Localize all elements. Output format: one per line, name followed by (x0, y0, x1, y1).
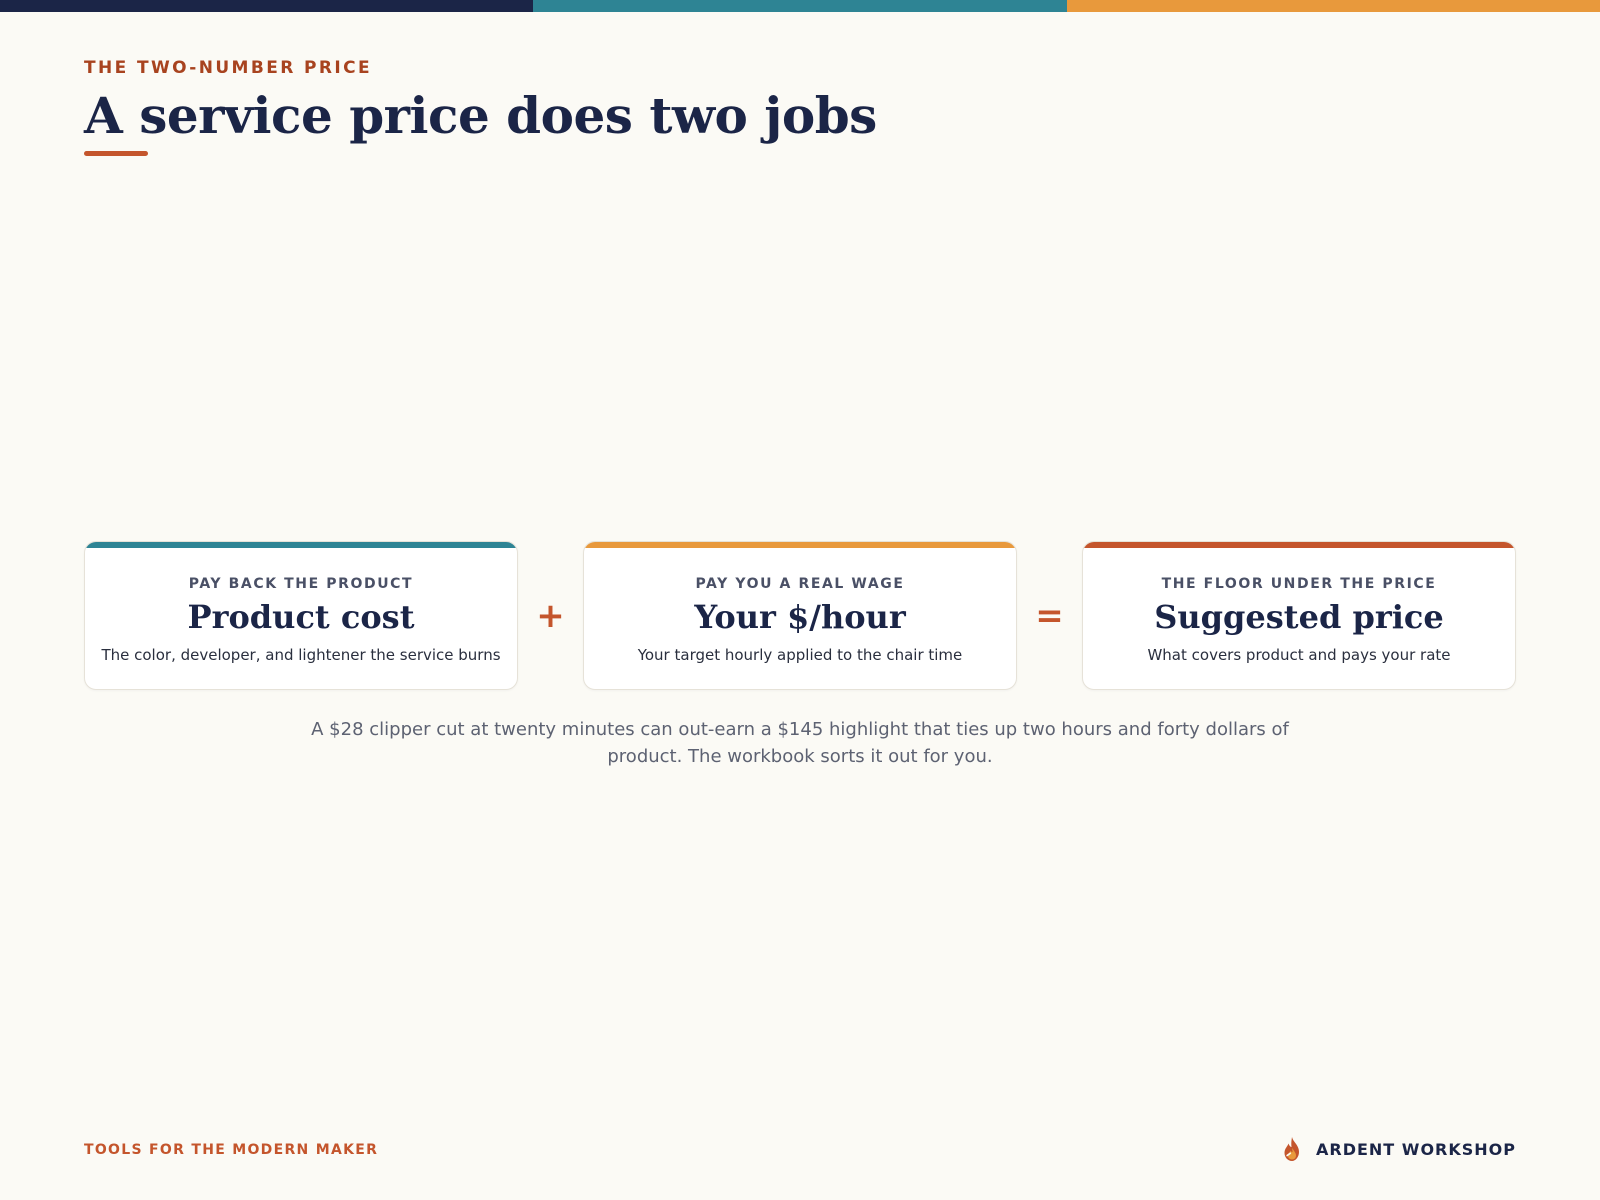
card-kicker: PAY YOU A REAL WAGE (695, 576, 905, 592)
card-description: Your target hourly applied to the chair … (637, 646, 963, 664)
explanation-caption: A $28 clipper cut at twenty minutes can … (311, 719, 1289, 767)
flame-icon (1280, 1136, 1304, 1162)
card-kicker: THE FLOOR UNDER THE PRICE (1161, 576, 1437, 592)
suggested-price-card: THE FLOOR UNDER THE PRICE Suggested pric… (1082, 541, 1516, 690)
footer-tagline: TOOLS FOR THE MODERN MAKER (84, 1142, 379, 1158)
top-color-bar (0, 0, 1600, 12)
product-cost-card: PAY BACK THE PRODUCT Product cost The co… (84, 541, 518, 690)
page-title: A service price does two jobs (84, 86, 877, 145)
eyebrow-label: THE TWO-NUMBER PRICE (84, 58, 373, 78)
card-accent-bar (85, 542, 517, 548)
card-heading: Suggested price (1154, 598, 1444, 636)
footer-brand: ARDENT WORKSHOP (1280, 1136, 1516, 1162)
brand-name: ARDENT WORKSHOP (1316, 1139, 1516, 1159)
price-equation: PAY BACK THE PRODUCT Product cost The co… (84, 541, 1516, 690)
top-bar-teal-segment (533, 0, 1067, 12)
top-bar-amber-segment (1066, 0, 1600, 12)
card-heading: Your $/hour (694, 598, 906, 636)
top-bar-navy-segment (0, 0, 534, 12)
card-heading: Product cost (187, 598, 415, 636)
equals-operator: = (1035, 595, 1064, 636)
title-underline (84, 151, 148, 156)
plus-operator: + (536, 595, 565, 636)
card-accent-bar (1083, 542, 1515, 548)
card-description: What covers product and pays your rate (1147, 646, 1451, 664)
card-description: The color, developer, and lightener the … (101, 646, 501, 664)
hourly-rate-card: PAY YOU A REAL WAGE Your $/hour Your tar… (583, 541, 1017, 690)
card-accent-bar (584, 542, 1016, 548)
card-kicker: PAY BACK THE PRODUCT (188, 576, 414, 592)
